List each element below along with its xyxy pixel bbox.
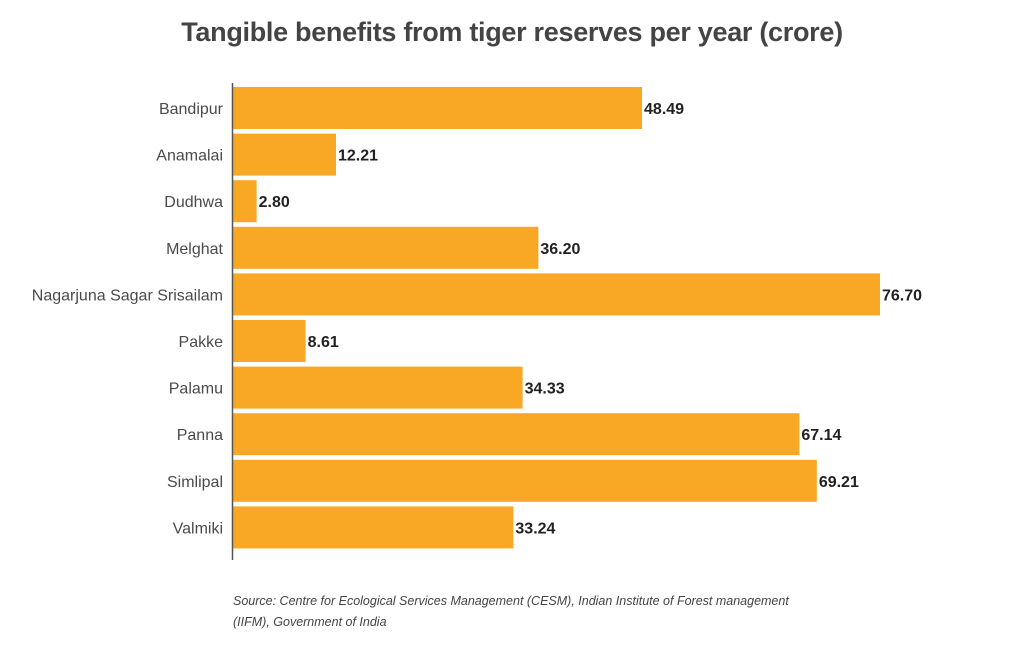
bar-dudhwa (233, 180, 257, 223)
bar-valmiki (233, 506, 514, 549)
category-label: Panna (177, 427, 223, 444)
value-label: 48.49 (644, 101, 684, 118)
bar-palamu (233, 366, 523, 409)
value-label: 76.70 (882, 287, 922, 304)
value-label: 67.14 (801, 427, 841, 444)
bar-bandipur (233, 87, 643, 129)
category-label: Palamu (169, 381, 223, 398)
value-label: 33.24 (515, 520, 555, 537)
value-label: 12.21 (338, 148, 378, 165)
bar-anamalai (233, 133, 336, 176)
category-label: Valmiki (173, 520, 223, 537)
value-label: 69.21 (819, 474, 859, 491)
category-label: Nagarjuna Sagar Srisailam (32, 287, 223, 304)
bar-nagarjuna-sagar-srisailam (233, 273, 880, 316)
value-label: 36.20 (540, 241, 580, 258)
category-label: Pakke (179, 334, 224, 351)
bars-group: Bandipur 48.49 Anamalai 12.21 Dudhwa 2.80 Melg… (32, 87, 922, 549)
source-note: Source: Centre for Ecological Services M… (233, 594, 789, 629)
category-label: Simlipal (167, 474, 223, 491)
bar-pakke (233, 320, 306, 362)
value-label: 2.80 (259, 194, 290, 211)
value-label: 8.61 (308, 334, 339, 351)
bar-melghat (233, 226, 539, 269)
category-label: Melghat (166, 241, 223, 258)
category-label: Dudhwa (164, 194, 223, 211)
bar-simlipal (233, 459, 817, 502)
bar-panna (233, 413, 800, 456)
category-label: Anamalai (156, 148, 223, 165)
category-label: Bandipur (159, 101, 224, 118)
chart-title: Tangible benefits from tiger reserves pe… (181, 17, 843, 47)
value-label: 34.33 (525, 381, 565, 398)
